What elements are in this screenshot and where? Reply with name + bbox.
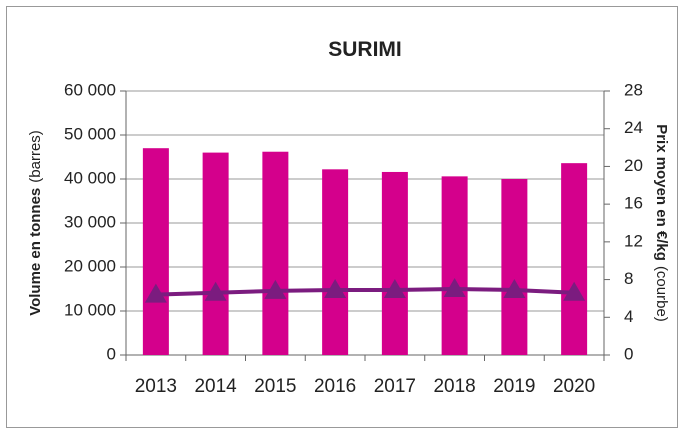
marker xyxy=(563,281,586,301)
y2-tick-label: 4 xyxy=(624,307,633,326)
marker xyxy=(443,278,466,297)
x-tick-label: 2014 xyxy=(194,376,237,397)
marker xyxy=(144,283,167,303)
bar xyxy=(322,169,349,355)
y2-axis-label: Prix moyen en €/kg (courbe) xyxy=(653,124,670,322)
bar xyxy=(501,179,528,355)
y-tick-label: 20 000 xyxy=(64,256,116,275)
marker xyxy=(324,278,347,298)
bar xyxy=(202,152,229,355)
y2-tick-label: 16 xyxy=(624,194,643,213)
x-tick-label: 2015 xyxy=(254,376,296,397)
chart-title: SURIMI xyxy=(328,38,402,61)
y-tick-label: 40 000 xyxy=(64,168,116,187)
y-tick-label: 10 000 xyxy=(64,300,116,319)
y2-tick-label: 28 xyxy=(624,80,643,99)
bar xyxy=(381,171,408,355)
x-tick-label: 2019 xyxy=(493,376,535,397)
bar xyxy=(441,176,468,355)
line xyxy=(155,286,575,297)
bar xyxy=(561,163,588,355)
y2-tick-label: 12 xyxy=(624,231,643,250)
marker xyxy=(204,281,227,301)
y2-tick-label: 8 xyxy=(624,269,633,288)
y-tick-label: 50 000 xyxy=(64,124,116,143)
y2-tick-label: 20 xyxy=(624,156,643,175)
y-axis-label-main: Volume en tonnes xyxy=(27,188,44,316)
y-axis-label: Volume en tonnes (barres) xyxy=(27,130,44,316)
marker xyxy=(383,278,406,298)
y-tick-label: 60 000 xyxy=(64,80,116,99)
y2-axis-label-main: Prix moyen en €/kg xyxy=(653,124,670,261)
x-tick-label: 2017 xyxy=(374,376,416,397)
y-tick-label: 30 000 xyxy=(64,212,116,231)
bar xyxy=(142,148,169,355)
y2-tick-label: 0 xyxy=(624,344,633,363)
y-tick-label: 0 xyxy=(107,344,116,363)
x-tick-label: 2018 xyxy=(433,376,475,397)
y2-axis-label-unit: (courbe) xyxy=(653,266,670,322)
y-axis-label-unit: (barres) xyxy=(27,130,44,183)
x-tick-label: 2020 xyxy=(553,376,595,397)
y2-tick-label: 24 xyxy=(624,118,643,137)
marker xyxy=(503,278,526,298)
bar xyxy=(262,151,289,355)
marker xyxy=(264,279,287,299)
x-tick-label: 2016 xyxy=(314,376,356,397)
x-tick-label: 2013 xyxy=(135,376,177,397)
